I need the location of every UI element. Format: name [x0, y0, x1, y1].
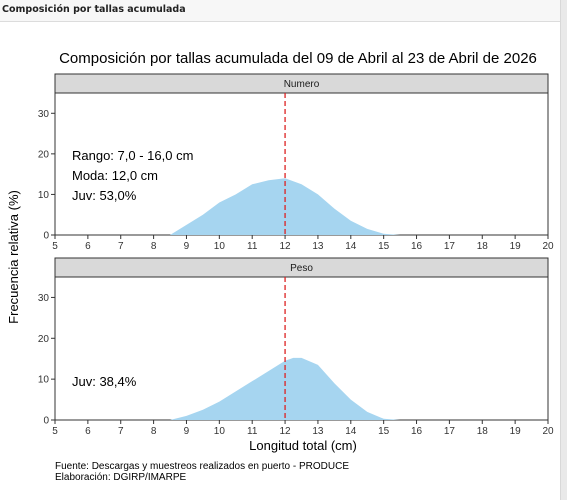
x-tick-label: 14	[345, 426, 357, 437]
source-note: Fuente: Descargas y muestreos realizados…	[55, 461, 349, 472]
facet-panels: Numero 0 10 20 30 5 6 7 8 9 10 11 12 13 14 15 16 17 18 19 20…	[38, 73, 554, 437]
x-axis-label: Longitud total (cm)	[249, 438, 357, 453]
series-area	[170, 357, 401, 420]
x-tick-label: 19	[510, 241, 522, 252]
x-tick-label: 13	[312, 241, 324, 252]
x-tick-label: 14	[345, 241, 357, 252]
x-tick-label: 20	[542, 426, 554, 437]
chart-title: Composición por tallas acumulada del 09 …	[59, 50, 537, 67]
x-tick-label: 18	[477, 426, 489, 437]
panel-annotation: Juv: 38,4%	[72, 374, 137, 389]
x-tick-label: 10	[214, 241, 226, 252]
facet-panel-1: Numero 0 10 20 30 5 6 7 8 9 10 11 12 13 14 15 16 17 18 19 20…	[38, 73, 554, 252]
x-tick-label: 9	[184, 241, 190, 252]
x-tick-label: 12	[280, 426, 292, 437]
x-tick-label: 11	[247, 426, 258, 437]
panel-header: Composición por tallas acumulada	[0, 0, 567, 22]
facet-panel-2: Peso 0 10 20 30 5 6 7 8 9 10 11 12 13 14 15 16 17 18 19 20 Ju…	[38, 257, 554, 437]
x-tick-label: 5	[52, 426, 58, 437]
y-tick-label: 10	[38, 190, 50, 201]
x-tick-label: 15	[378, 426, 390, 437]
panel-scrollbar[interactable]	[560, 0, 567, 500]
length-composition-chart: Composición por tallas acumulada del 09 …	[6, 50, 554, 483]
x-tick-label: 15	[378, 241, 390, 252]
x-tick-label: 6	[85, 426, 91, 437]
x-tick-label: 20	[542, 241, 554, 252]
x-tick-label: 10	[214, 426, 226, 437]
x-tick-label: 18	[477, 241, 489, 252]
y-tick-label: 10	[38, 375, 50, 386]
x-tick-label: 17	[444, 426, 456, 437]
panel-annotation: Rango: 7,0 - 16,0 cm	[72, 148, 193, 163]
y-tick-label: 0	[43, 231, 49, 242]
facet-strip-label: Numero	[284, 79, 320, 90]
y-tick-label: 20	[38, 334, 50, 345]
x-tick-label: 7	[118, 426, 124, 437]
x-tick-label: 12	[280, 241, 292, 252]
y-tick-label: 0	[43, 416, 49, 427]
x-tick-label: 9	[184, 426, 190, 437]
x-tick-label: 5	[52, 241, 58, 252]
panel-annotation: Juv: 53,0%	[72, 188, 137, 203]
x-tick-label: 8	[151, 241, 157, 252]
x-tick-label: 17	[444, 241, 456, 252]
panel-title: Composición por tallas acumulada	[2, 4, 186, 15]
x-tick-label: 13	[312, 426, 324, 437]
y-tick-label: 30	[38, 109, 50, 120]
credit-note: Elaboración: DGIRP/IMARPE	[55, 472, 186, 483]
x-tick-label: 6	[85, 241, 91, 252]
y-tick-label: 30	[38, 293, 50, 304]
x-tick-label: 16	[411, 241, 423, 252]
y-tick-label: 20	[38, 149, 50, 160]
x-tick-label: 16	[411, 426, 423, 437]
y-axis-label: Frecuencia relativa (%)	[6, 190, 21, 324]
x-tick-label: 11	[247, 241, 258, 252]
panel-annotation: Moda: 12,0 cm	[72, 168, 158, 183]
x-tick-label: 8	[151, 426, 157, 437]
x-tick-label: 19	[510, 426, 522, 437]
facet-strip-label: Peso	[290, 263, 313, 274]
x-tick-label: 7	[118, 241, 124, 252]
